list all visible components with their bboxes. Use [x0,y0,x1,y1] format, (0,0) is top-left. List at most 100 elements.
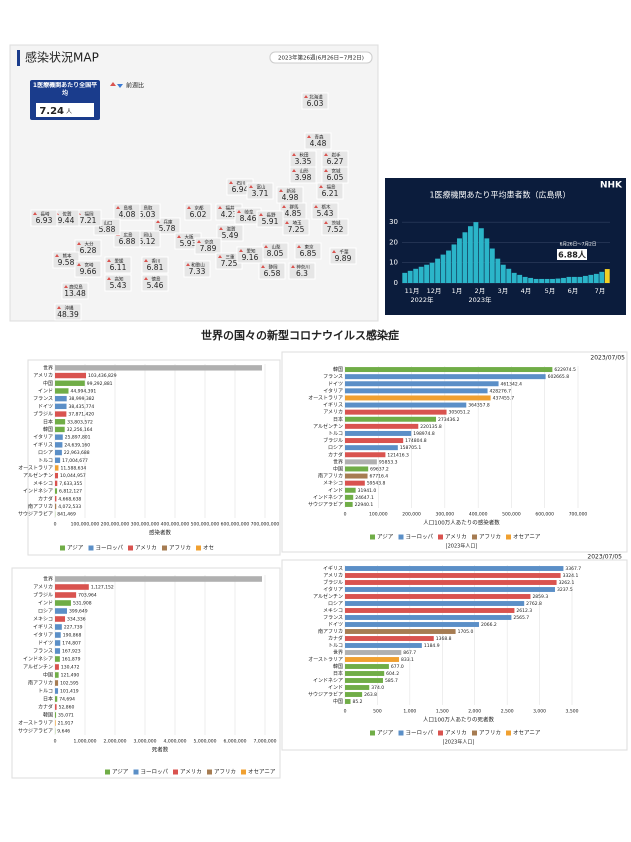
prefecture-value: 6.94 [232,185,249,194]
change-arrow [57,306,61,309]
value-label: 6,812,127 [59,489,82,495]
change-arrow [292,153,296,156]
bar [446,250,451,283]
legend-swatch [105,769,110,775]
legend-swatch [472,730,477,736]
category-label: 日本 [333,416,343,423]
value-label: 2612.3 [516,608,532,614]
bar [550,278,555,283]
legend-swatch [472,534,477,540]
category-label: オーストラリア [18,465,53,471]
nhk-title: 1医療機関あたり平均患者数（広島県） [429,190,570,200]
value-label: 1368.8 [436,636,452,642]
category-label: フランス [33,649,53,655]
category-label: 日本 [43,418,53,425]
prefecture-cell [113,203,141,221]
bar [345,629,456,634]
x-tick-label: 5月 [545,287,556,295]
x-tick-label: 0 [54,522,57,528]
x-tick-label: 1,000 [403,709,416,715]
bar [500,264,506,283]
prefecture-name: 栃木 [322,204,331,211]
chart-frame [11,567,281,779]
change-arrow [292,169,296,172]
prefecture-name: 岐阜 [245,209,254,216]
category-label: 南アフリカ [318,628,343,635]
category-label: 韓国 [43,712,53,719]
bar [345,452,386,458]
bar [402,272,408,283]
legend-label: アジア [112,769,129,776]
change-arrow [156,220,160,223]
bar [55,608,67,614]
value-label: 833.1 [401,657,414,663]
change-arrow [177,235,181,238]
bar [345,636,434,641]
bar [55,365,262,371]
prefecture-value: 9.58 [58,258,75,267]
y-tick-label: 30 [389,218,398,226]
map-title: 感染状況MAP [25,50,99,65]
value-label: 604.2 [386,671,399,677]
bar [582,275,588,283]
prefecture-name: 群馬 [290,204,299,211]
value-label: 31941.0 [358,488,377,494]
prefecture-value: 6.3 [296,269,308,278]
category-label: ブラジル [33,411,53,418]
value-label: 101,419 [60,689,79,695]
prefecture-value: 5.12 [139,237,156,246]
legend-swatch [196,545,201,551]
bar [345,587,555,592]
prefecture-name: 東京 [305,244,314,251]
change-arrow [107,259,111,262]
category-label: イギリス [323,566,343,572]
x-tick-label: 100,000 [369,512,388,518]
prefecture-value: 7.25 [221,259,238,268]
category-label: イタリア [323,586,343,593]
change-arrow [291,265,295,268]
bar [345,685,370,690]
category-label: イギリス [323,403,343,409]
value-label: 130,472 [61,665,80,671]
prefecture-value: 5.93 [180,239,197,248]
prefecture-name: 三重 [226,254,235,261]
prefecture-value: 5.91 [262,217,279,226]
date: 2023/07/05 [587,554,622,561]
bar [407,270,413,283]
average-label-wrap: 1医療機関あたり全国平均 [33,82,97,97]
x-tick-label: 2月 [475,287,486,295]
bar [345,423,419,429]
x-tick-label: 500,000 [502,512,521,518]
prefecture-value: 4.48 [310,139,327,148]
annotation-period: 6月26日～7月2日 [560,242,597,248]
prefecture-name: 奈良 [205,239,214,246]
value-label: 158705.1 [400,445,422,451]
bar [55,426,65,433]
category-label: カナダ [328,451,343,458]
bar [55,388,69,394]
legend-swatch [438,730,443,736]
value-label: 10,044,957 [60,473,86,479]
category-label: 中国 [43,672,53,679]
heading: 世界の国々の新型コロナウイルス感染症 [201,328,399,342]
annotation-box [557,249,587,260]
prefecture-name: 山形 [300,168,309,175]
value-label: 9,646 [57,729,70,735]
value-label: 374.0 [371,685,384,691]
bar [424,264,430,283]
value-label: 1,127,152 [91,585,114,591]
value-label: 428276.7 [490,388,512,394]
value-label: 22940.1 [355,502,374,508]
x-tick-label: 100,000,000 [71,522,100,528]
category-label: 中国 [333,465,343,472]
legend-swatch [241,769,246,775]
bar [478,228,484,283]
value-label: 273436.2 [438,417,460,423]
prefecture-value: 6.21 [322,189,339,198]
prefecture-name: 岡山 [144,232,153,239]
x-axis-label: 人口100万人あたりの死者数 [423,716,494,724]
value-label: 24647.1 [355,495,374,501]
year-label: 2022年 [410,295,434,304]
bar [55,576,262,582]
bar [345,601,525,606]
